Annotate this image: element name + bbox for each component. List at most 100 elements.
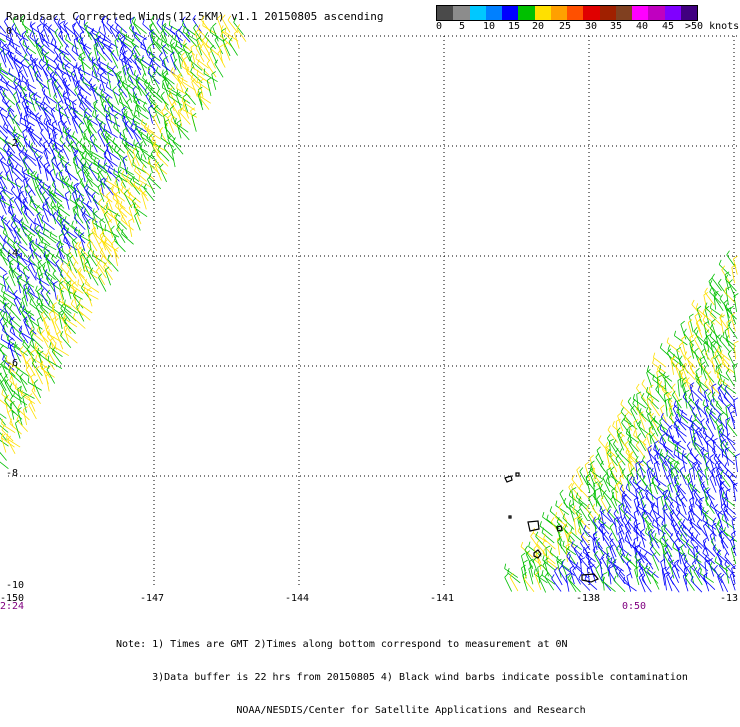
wind-barb xyxy=(639,554,651,564)
wind-barb-tick xyxy=(537,539,540,543)
wind-barb-tick xyxy=(687,442,690,446)
wind-barb-tick xyxy=(622,418,625,422)
wind-barb-tick xyxy=(35,113,39,117)
wind-barb-tick xyxy=(92,84,96,87)
wind-barb-tick xyxy=(679,342,683,346)
wind-barb-tick xyxy=(199,31,202,35)
wind-barb-tick xyxy=(695,313,699,316)
wind-barb xyxy=(23,353,27,369)
wind-barb-tick xyxy=(31,374,35,377)
wind-barb-tick xyxy=(705,379,708,383)
wind-barb-tick xyxy=(692,300,694,304)
wind-barb-tick xyxy=(720,335,723,339)
wind-barb xyxy=(603,582,615,592)
wind-barb xyxy=(12,170,23,182)
wind-barb xyxy=(79,25,92,34)
wind-barb-tick xyxy=(141,154,142,159)
wind-barb-tick xyxy=(647,366,648,371)
wind-barb-tick xyxy=(534,545,537,549)
wind-map[interactable] xyxy=(0,0,740,600)
wind-barb-tick xyxy=(711,341,715,344)
wind-barb xyxy=(30,304,43,314)
wind-barb-tick xyxy=(505,574,508,578)
wind-barb-tick xyxy=(702,449,704,454)
wind-barb-tick xyxy=(64,176,67,180)
wind-barb-tick xyxy=(611,467,615,471)
wind-barb-tick xyxy=(729,280,733,284)
wind-barb-tick xyxy=(99,241,102,245)
wind-barb-tick xyxy=(100,187,102,192)
wind-barb-tick xyxy=(120,162,121,167)
wind-barb xyxy=(721,445,729,459)
wind-barb-tick xyxy=(579,553,581,557)
wind-barb-tick xyxy=(35,218,36,223)
wind-barb-tick xyxy=(144,184,147,188)
wind-barbs-swath-east xyxy=(505,251,740,593)
wind-barb-tick xyxy=(21,253,22,258)
wind-barb-tick xyxy=(30,340,32,345)
wind-barb xyxy=(726,373,735,387)
wind-barb-tick xyxy=(72,46,74,51)
wind-barb-tick xyxy=(620,548,622,553)
wind-barb-tick xyxy=(28,168,29,173)
wind-barb-tick xyxy=(73,100,77,103)
wind-barb xyxy=(702,512,714,522)
wind-barb-tick xyxy=(540,521,542,526)
wind-barb-tick xyxy=(7,175,8,180)
wind-barb-tick xyxy=(135,105,136,110)
wind-barb-tick xyxy=(13,268,16,272)
wind-barb-tick xyxy=(559,566,562,570)
wind-barb-tick xyxy=(83,115,87,119)
wind-barb-tick xyxy=(552,574,555,578)
wind-barb-tick xyxy=(14,197,17,201)
wind-barb-tick xyxy=(43,97,45,102)
wind-barb xyxy=(218,53,225,67)
wind-barb-tick xyxy=(10,395,13,399)
wind-barb-tick xyxy=(45,197,49,200)
wind-barb-tick xyxy=(118,167,119,172)
wind-barb-tick xyxy=(60,278,62,283)
wind-barb xyxy=(30,205,42,215)
wind-barb xyxy=(599,440,609,452)
wind-barb-tick xyxy=(168,133,169,138)
wind-barb-tick xyxy=(7,221,10,225)
wind-barb-tick xyxy=(603,474,607,478)
wind-barb-tick xyxy=(680,467,684,471)
wind-barb-tick xyxy=(577,467,581,471)
lon-label: -141 xyxy=(430,593,454,604)
wind-barb xyxy=(51,111,57,126)
wind-barb-tick xyxy=(43,56,44,61)
wind-barb xyxy=(694,571,702,585)
wind-barb-tick xyxy=(556,501,557,506)
wind-barb-tick xyxy=(697,520,700,524)
wind-barb-tick xyxy=(84,259,85,264)
wind-barb-tick xyxy=(36,355,37,360)
wind-barb-tick xyxy=(525,546,528,550)
lat-label: -4 xyxy=(6,248,18,259)
wind-barb-tick xyxy=(181,52,184,56)
wind-barb-tick xyxy=(570,576,572,581)
wind-barb xyxy=(79,59,91,70)
wind-barb-tick xyxy=(48,25,51,29)
lat-label: -2 xyxy=(6,138,18,149)
wind-barb xyxy=(678,549,681,565)
wind-barb xyxy=(710,478,716,493)
wind-barb-tick xyxy=(703,538,707,541)
wind-barb xyxy=(18,197,28,210)
wind-barb-tick xyxy=(89,163,92,167)
wind-barb-tick xyxy=(139,184,142,188)
wind-barb-tick xyxy=(135,166,137,171)
wind-barb-tick xyxy=(49,141,52,145)
wind-barb-tick xyxy=(210,27,211,32)
wind-barb-tick xyxy=(707,489,710,493)
wind-barb-tick xyxy=(133,26,134,31)
lat-label: 0 xyxy=(6,26,12,37)
wind-barb xyxy=(53,310,65,321)
wind-barb-tick xyxy=(667,338,668,343)
wind-barb-tick xyxy=(550,548,552,553)
wind-barb xyxy=(115,41,119,57)
wind-barb-tick xyxy=(35,342,36,347)
wind-barb-tick xyxy=(15,177,19,180)
wind-barb-tick xyxy=(64,23,68,27)
wind-barb xyxy=(0,200,14,208)
